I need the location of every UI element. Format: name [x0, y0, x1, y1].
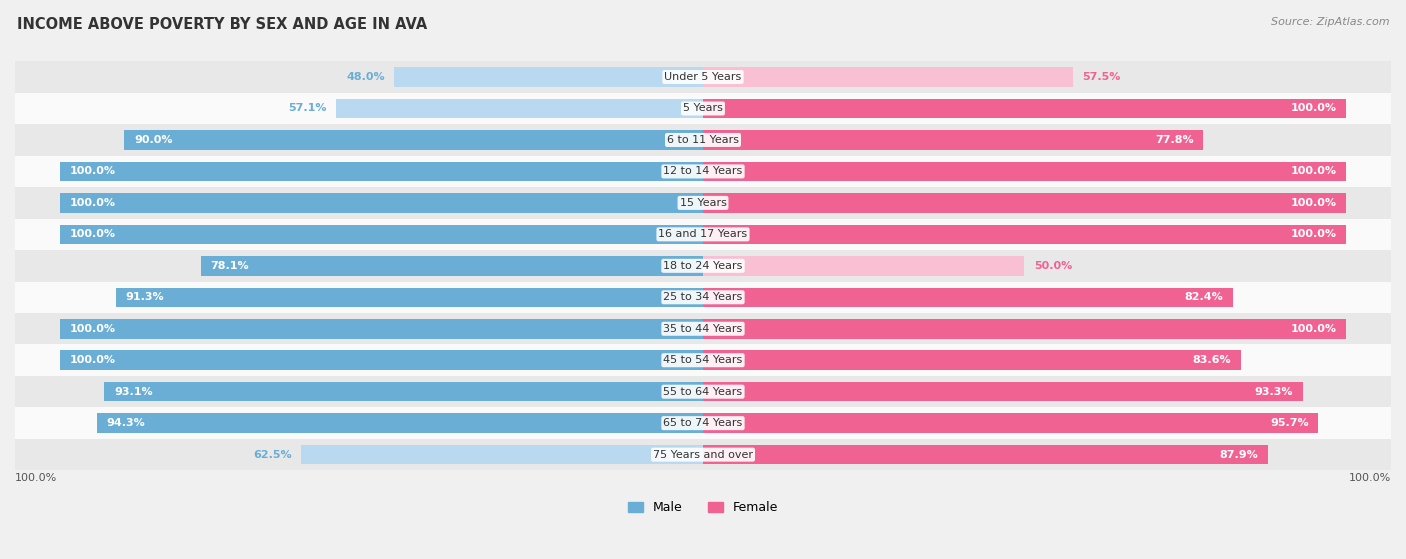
Bar [703, 130, 1204, 150]
Bar [0, 124, 1406, 156]
Bar [394, 67, 703, 87]
Bar [703, 382, 1303, 401]
Bar [703, 99, 1346, 119]
Text: INCOME ABOVE POVERTY BY SEX AND AGE IN AVA: INCOME ABOVE POVERTY BY SEX AND AGE IN A… [17, 17, 427, 32]
Bar [201, 256, 703, 276]
Bar [60, 225, 703, 244]
Text: 12 to 14 Years: 12 to 14 Years [664, 167, 742, 177]
Bar [703, 445, 1268, 465]
Text: 100.0%: 100.0% [1291, 324, 1336, 334]
Text: 95.7%: 95.7% [1270, 418, 1309, 428]
Bar [703, 287, 1233, 307]
Text: 57.5%: 57.5% [1083, 72, 1121, 82]
Bar [0, 282, 1406, 313]
Text: 45 to 54 Years: 45 to 54 Years [664, 355, 742, 365]
Bar [0, 93, 1406, 124]
Text: 87.9%: 87.9% [1220, 449, 1258, 459]
Text: 91.3%: 91.3% [125, 292, 165, 302]
Text: 100.0%: 100.0% [15, 472, 58, 482]
Bar [104, 382, 703, 401]
Text: 18 to 24 Years: 18 to 24 Years [664, 261, 742, 271]
Text: 65 to 74 Years: 65 to 74 Years [664, 418, 742, 428]
Bar [703, 193, 1346, 212]
Legend: Male, Female: Male, Female [623, 496, 783, 519]
Bar [0, 408, 1406, 439]
Text: 78.1%: 78.1% [211, 261, 249, 271]
Text: Source: ZipAtlas.com: Source: ZipAtlas.com [1271, 17, 1389, 27]
Bar [0, 219, 1406, 250]
Text: 100.0%: 100.0% [70, 198, 115, 208]
Bar [97, 414, 703, 433]
Text: 100.0%: 100.0% [1348, 472, 1391, 482]
Bar [60, 319, 703, 339]
Bar [336, 99, 703, 119]
Bar [703, 350, 1240, 370]
Bar [124, 130, 703, 150]
Text: 57.1%: 57.1% [288, 103, 326, 113]
Text: 77.8%: 77.8% [1154, 135, 1194, 145]
Bar [60, 162, 703, 181]
Text: 62.5%: 62.5% [253, 449, 291, 459]
Text: 100.0%: 100.0% [1291, 103, 1336, 113]
Text: 94.3%: 94.3% [107, 418, 145, 428]
Text: 100.0%: 100.0% [70, 324, 115, 334]
Bar [0, 376, 1406, 408]
Bar [301, 445, 703, 465]
Text: 100.0%: 100.0% [1291, 198, 1336, 208]
Text: 25 to 34 Years: 25 to 34 Years [664, 292, 742, 302]
Text: 100.0%: 100.0% [70, 167, 115, 177]
Text: 82.4%: 82.4% [1184, 292, 1223, 302]
Text: 83.6%: 83.6% [1192, 355, 1230, 365]
Bar [0, 439, 1406, 470]
Text: 93.3%: 93.3% [1254, 387, 1294, 397]
Bar [115, 287, 703, 307]
Bar [0, 187, 1406, 219]
Bar [703, 256, 1025, 276]
Bar [703, 319, 1346, 339]
Text: 100.0%: 100.0% [1291, 229, 1336, 239]
Bar [0, 156, 1406, 187]
Bar [0, 344, 1406, 376]
Text: 90.0%: 90.0% [134, 135, 173, 145]
Bar [0, 250, 1406, 282]
Bar [703, 225, 1346, 244]
Text: 100.0%: 100.0% [70, 229, 115, 239]
Text: 5 Years: 5 Years [683, 103, 723, 113]
Bar [60, 193, 703, 212]
Bar [703, 162, 1346, 181]
Text: 35 to 44 Years: 35 to 44 Years [664, 324, 742, 334]
Text: 6 to 11 Years: 6 to 11 Years [666, 135, 740, 145]
Text: 100.0%: 100.0% [70, 355, 115, 365]
Text: 55 to 64 Years: 55 to 64 Years [664, 387, 742, 397]
Bar [0, 313, 1406, 344]
Bar [703, 414, 1319, 433]
Text: 100.0%: 100.0% [1291, 167, 1336, 177]
Text: 16 and 17 Years: 16 and 17 Years [658, 229, 748, 239]
Text: 48.0%: 48.0% [346, 72, 385, 82]
Text: 50.0%: 50.0% [1035, 261, 1073, 271]
Bar [0, 61, 1406, 93]
Text: Under 5 Years: Under 5 Years [665, 72, 741, 82]
Text: 75 Years and over: 75 Years and over [652, 449, 754, 459]
Bar [703, 67, 1073, 87]
Bar [60, 350, 703, 370]
Text: 15 Years: 15 Years [679, 198, 727, 208]
Text: 93.1%: 93.1% [114, 387, 153, 397]
